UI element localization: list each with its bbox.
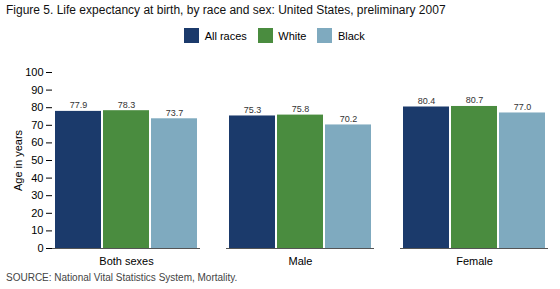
svg-text:50: 50 (31, 154, 43, 166)
svg-text:20: 20 (31, 206, 43, 218)
svg-text:75.3: 75.3 (244, 104, 262, 114)
svg-text:10: 10 (31, 224, 43, 236)
html-text:Black: Black (338, 29, 365, 42)
svg-text:90: 90 (31, 83, 43, 95)
svg-text:78.3: 78.3 (118, 99, 136, 109)
svg-text:60: 60 (31, 136, 43, 148)
svg-text:77.9: 77.9 (70, 100, 88, 110)
svg-text:0: 0 (37, 242, 43, 254)
svg-text:Age in years: Age in years (12, 129, 24, 191)
svg-text:30: 30 (31, 189, 43, 201)
svg-text:80: 80 (31, 101, 43, 113)
svg-text:100: 100 (25, 66, 43, 78)
html-text:White: White (278, 29, 307, 42)
svg-text:80.7: 80.7 (466, 95, 484, 105)
svg-text:Male: Male (289, 255, 313, 267)
html-text:Figure 5. Life expectancy at b: Figure 5. Life expectancy at birth, by r… (6, 3, 446, 17)
svg-text:77.0: 77.0 (514, 101, 532, 111)
svg-text:Female: Female (456, 255, 493, 267)
svg-text:75.8: 75.8 (292, 103, 310, 113)
svg-text:70: 70 (31, 118, 43, 130)
svg-text:73.7: 73.7 (166, 107, 184, 117)
svg-text:80.4: 80.4 (418, 95, 436, 105)
svg-text:40: 40 (31, 171, 43, 183)
svg-text:70.2: 70.2 (340, 113, 358, 123)
html-text:SOURCE: National Vital Statist: SOURCE: National Vital Statistics System… (6, 271, 238, 283)
html-text:All races: All races (204, 29, 247, 42)
svg-text:Both sexes: Both sexes (99, 255, 154, 267)
